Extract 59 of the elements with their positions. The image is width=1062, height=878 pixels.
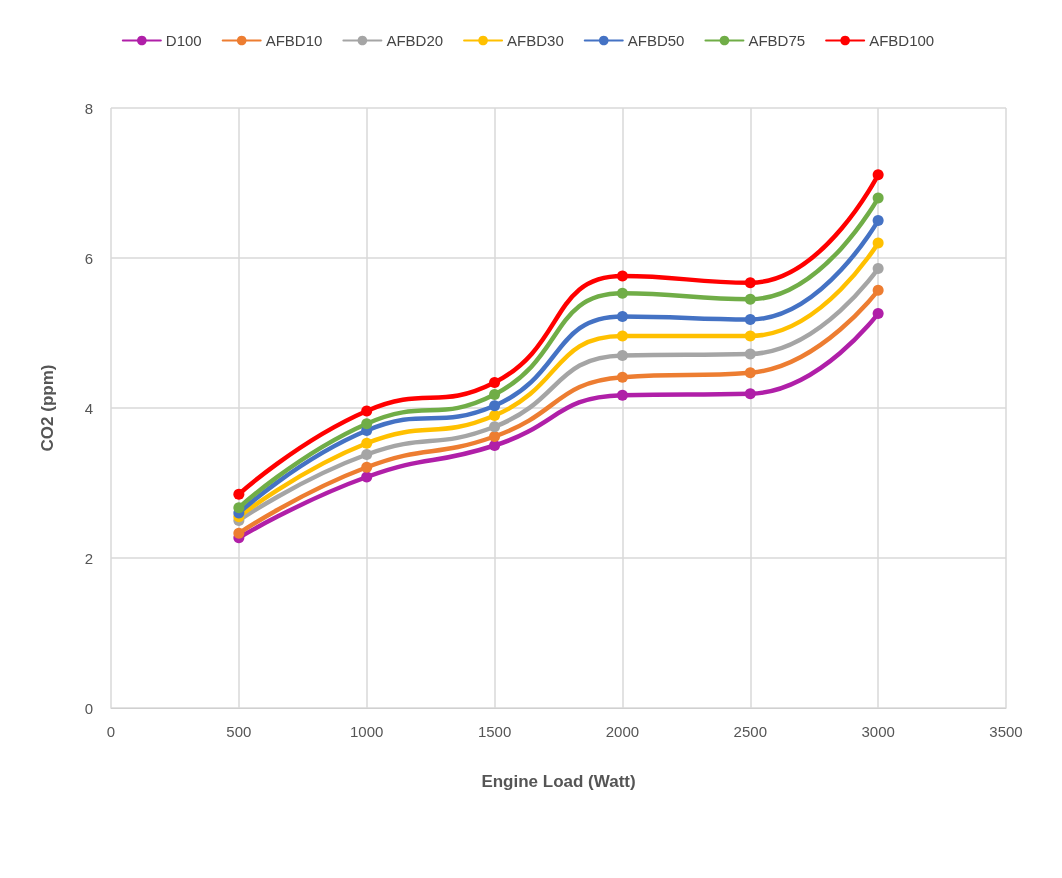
x-tick-label: 1500 bbox=[477, 723, 512, 740]
point bbox=[489, 431, 501, 442]
point bbox=[489, 410, 501, 421]
point bbox=[744, 388, 756, 400]
legend-label: AFBD75 bbox=[748, 32, 806, 49]
point bbox=[361, 449, 373, 460]
point bbox=[872, 192, 884, 204]
point bbox=[361, 418, 373, 430]
point bbox=[616, 311, 628, 322]
y-tick-label: 0 bbox=[84, 699, 93, 717]
point bbox=[361, 405, 373, 417]
point bbox=[616, 270, 628, 282]
x-tick-label: 3500 bbox=[989, 723, 1023, 740]
x-tick-label: 2500 bbox=[733, 723, 767, 740]
point bbox=[489, 421, 501, 433]
point bbox=[744, 314, 756, 325]
x-tick-label: 500 bbox=[226, 723, 252, 740]
legend-label: AFBD100 bbox=[869, 32, 935, 49]
point bbox=[744, 330, 756, 342]
point bbox=[616, 350, 628, 361]
point bbox=[489, 389, 501, 400]
point bbox=[616, 389, 628, 401]
legend-label: AFBD50 bbox=[627, 32, 685, 49]
point bbox=[616, 371, 628, 383]
point bbox=[361, 461, 373, 473]
point bbox=[361, 471, 373, 483]
point bbox=[744, 293, 756, 305]
point bbox=[616, 330, 628, 342]
point bbox=[744, 277, 756, 289]
x-axis-title: Engine Load (Watt) bbox=[481, 772, 636, 791]
point bbox=[616, 287, 628, 299]
point bbox=[744, 348, 756, 360]
point bbox=[744, 367, 756, 379]
point bbox=[872, 263, 884, 274]
x-tick-label: 2000 bbox=[605, 723, 640, 740]
y-tick-label: 4 bbox=[84, 399, 93, 417]
y-axis-title: CO2 (ppm) bbox=[38, 364, 57, 452]
point bbox=[872, 308, 884, 319]
y-tick-label: 6 bbox=[84, 249, 93, 267]
point bbox=[233, 502, 245, 514]
legend-label: AFBD20 bbox=[386, 32, 444, 49]
point bbox=[489, 440, 501, 451]
point bbox=[233, 488, 245, 500]
x-tick-label: 0 bbox=[106, 723, 116, 740]
point bbox=[872, 215, 884, 226]
point bbox=[872, 169, 884, 181]
x-tick-label: 3000 bbox=[861, 723, 895, 740]
point bbox=[361, 437, 373, 449]
point bbox=[872, 284, 884, 296]
x-tick-label: 1000 bbox=[350, 723, 384, 740]
legend-label: D100 bbox=[165, 32, 202, 49]
point bbox=[872, 237, 884, 249]
y-tick-label: 2 bbox=[84, 549, 93, 567]
legend-label: AFBD30 bbox=[507, 32, 564, 49]
legend-label: AFBD10 bbox=[265, 32, 323, 49]
y-tick-label: 8 bbox=[84, 99, 93, 117]
point bbox=[489, 377, 501, 388]
point bbox=[233, 527, 245, 539]
point bbox=[489, 400, 501, 412]
